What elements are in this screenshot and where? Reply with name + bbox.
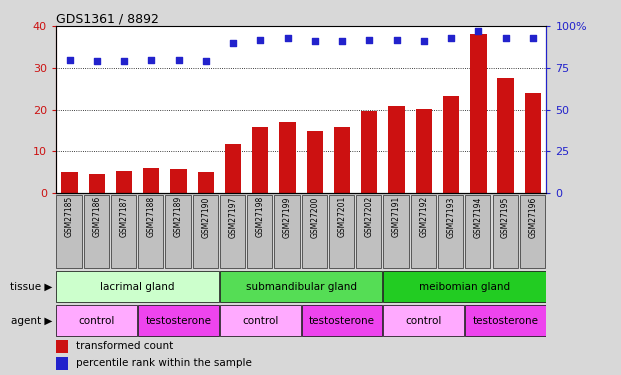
Point [119,58,129,64]
Bar [61,172,78,193]
FancyBboxPatch shape [84,195,109,268]
Point [501,35,510,41]
Point [201,58,211,64]
Point [283,35,292,41]
Text: GSM27199: GSM27199 [283,196,292,238]
FancyBboxPatch shape [302,305,383,336]
FancyBboxPatch shape [356,195,381,268]
Text: GSM27190: GSM27190 [201,196,211,238]
Text: GSM27185: GSM27185 [65,196,74,237]
Text: GSM27192: GSM27192 [419,196,428,237]
Text: GSM27191: GSM27191 [392,196,401,237]
FancyBboxPatch shape [438,195,463,268]
Text: GSM27201: GSM27201 [338,196,347,237]
Bar [89,174,105,193]
Text: meibomian gland: meibomian gland [419,282,510,292]
Text: GSM27195: GSM27195 [501,196,510,238]
Text: GSM27187: GSM27187 [119,196,129,237]
Point [337,38,347,44]
FancyBboxPatch shape [520,195,545,268]
Bar [497,78,514,193]
Point [147,57,156,63]
Point [528,35,538,41]
Bar [415,109,432,193]
Point [473,28,483,34]
FancyBboxPatch shape [138,195,163,268]
Point [392,37,402,43]
Bar [470,34,486,193]
FancyBboxPatch shape [465,195,491,268]
Point [446,35,456,41]
Text: GSM27196: GSM27196 [528,196,537,238]
Text: GSM27198: GSM27198 [256,196,265,237]
Text: GSM27200: GSM27200 [310,196,319,238]
FancyBboxPatch shape [220,305,301,336]
FancyBboxPatch shape [384,305,464,336]
FancyBboxPatch shape [220,195,245,268]
FancyBboxPatch shape [57,195,81,268]
Text: tissue ▶: tissue ▶ [11,282,53,292]
Point [92,58,102,64]
Point [419,38,428,44]
FancyBboxPatch shape [492,195,517,268]
FancyBboxPatch shape [329,195,354,268]
Bar [143,168,160,193]
Bar [388,106,405,193]
Point [65,57,75,63]
FancyBboxPatch shape [247,195,272,268]
Text: GSM27197: GSM27197 [229,196,238,238]
Text: GSM27194: GSM27194 [474,196,483,238]
Text: GSM27193: GSM27193 [446,196,456,238]
Text: GSM27186: GSM27186 [93,196,101,237]
Bar [116,171,132,193]
Text: transformed count: transformed count [76,341,173,351]
Bar [279,122,296,193]
Point [255,37,265,43]
Text: GDS1361 / 8892: GDS1361 / 8892 [56,12,159,25]
FancyBboxPatch shape [465,305,546,336]
Text: GSM27188: GSM27188 [147,196,156,237]
FancyBboxPatch shape [384,272,546,302]
FancyBboxPatch shape [220,272,383,302]
Point [365,37,374,43]
Bar [361,111,378,193]
Bar [170,170,187,193]
Bar [225,144,241,193]
Bar [197,172,214,193]
Text: control: control [242,316,278,326]
FancyBboxPatch shape [138,305,219,336]
FancyBboxPatch shape [410,195,436,268]
Text: control: control [79,316,115,326]
FancyBboxPatch shape [111,195,136,268]
Text: submandibular gland: submandibular gland [246,282,356,292]
FancyBboxPatch shape [57,272,219,302]
FancyBboxPatch shape [384,195,409,268]
FancyBboxPatch shape [274,195,299,268]
Bar [307,131,323,193]
FancyBboxPatch shape [193,195,218,268]
Text: GSM27202: GSM27202 [365,196,374,237]
FancyBboxPatch shape [165,195,191,268]
Bar [56,357,68,370]
Bar [56,340,68,352]
Bar [525,93,541,193]
Text: lacrimal gland: lacrimal gland [101,282,175,292]
Bar [252,127,268,193]
Point [310,38,320,44]
Bar [334,127,350,193]
Text: agent ▶: agent ▶ [11,316,53,326]
Text: testosterone: testosterone [145,316,212,326]
Text: GSM27189: GSM27189 [174,196,183,237]
Point [228,40,238,46]
FancyBboxPatch shape [302,195,327,268]
Text: control: control [406,316,442,326]
Bar [443,96,460,193]
Point [173,57,184,63]
Text: testosterone: testosterone [309,316,375,326]
Text: testosterone: testosterone [473,316,538,326]
Text: percentile rank within the sample: percentile rank within the sample [76,358,252,368]
FancyBboxPatch shape [57,305,137,336]
